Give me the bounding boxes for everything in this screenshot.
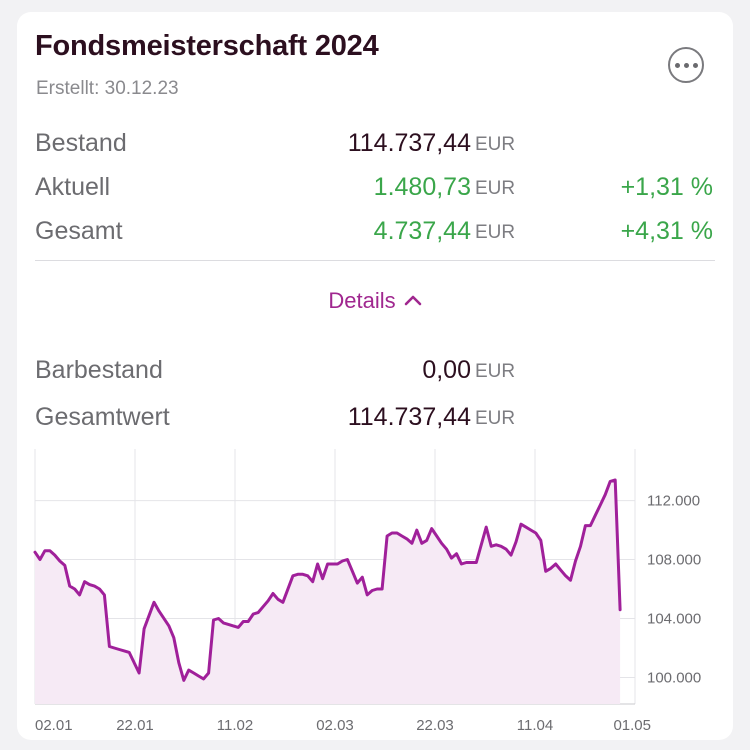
x-tick-label: 22.03 [416,717,454,734]
x-tick-label: 01.05 [613,717,651,734]
aktuell-label: Aktuell [35,173,111,201]
aktuell-amount: 1.480,73 [373,173,471,201]
aktuell-percent: +1,31 % [620,173,713,201]
ellipsis-icon-dot-3 [692,62,698,68]
x-tick-label: 11.02 [217,717,253,734]
gesamtwert-label: Gesamtwert [35,403,170,431]
more-options-button[interactable] [668,47,704,83]
x-tick-label: 02.01 [35,717,73,734]
y-tick-label: 112.000 [647,493,700,510]
barbestand-currency: EUR [475,361,516,382]
created-date: Erstellt: 30.12.23 [36,78,179,99]
y-tick-label: 100.000 [647,669,701,686]
gesamtwert-amount: 114.737,44 [347,403,471,431]
details-label: Details [328,288,396,313]
gesamt-label: Gesamt [35,217,123,245]
value-line [33,478,622,682]
bestand-currency: EUR [475,134,516,155]
bestand-amount: 114.737,44 [347,129,471,157]
x-tick-label: 02.03 [316,717,354,734]
chevron-up-icon [404,286,422,312]
barbestand-amount: 0,00 [422,356,471,384]
gesamt-percent: +4,31 % [620,217,713,245]
aktuell-row: Aktuell 1.480,73 EUR +1,31 % [17,173,733,207]
gesamt-row: Gesamt 4.737,44 EUR +4,31 % [17,217,733,251]
barbestand-row: Barbestand 0,00 EUR [17,356,733,390]
value-area [35,480,621,704]
y-tick-label: 108.000 [647,552,701,569]
page-title: Fondsmeisterschaft 2024 [35,30,379,62]
gesamtwert-currency: EUR [475,408,516,429]
portfolio-card: Fondsmeisterschaft 2024 Erstellt: 30.12.… [17,12,733,740]
bestand-label: Bestand [35,129,127,157]
divider [35,260,715,261]
x-tick-label: 22.01 [116,717,154,734]
gesamt-currency: EUR [475,222,516,243]
barbestand-label: Barbestand [35,356,163,384]
details-toggle[interactable]: Details [17,286,733,314]
bestand-row: Bestand 114.737,44 EUR [17,129,733,163]
ellipsis-icon-dot-2 [683,62,689,68]
y-tick-label: 104.000 [647,611,701,628]
aktuell-currency: EUR [475,178,516,199]
value-chart[interactable]: 02.01 22.01 11.02 02.03 22.03 11.04 01.05 100.0… [17,449,733,739]
x-tick-label: 11.04 [517,717,553,734]
ellipsis-icon [674,62,680,68]
gesamt-amount: 4.737,44 [373,217,471,245]
gesamtwert-row: Gesamtwert 114.737,44 EUR [17,403,733,437]
